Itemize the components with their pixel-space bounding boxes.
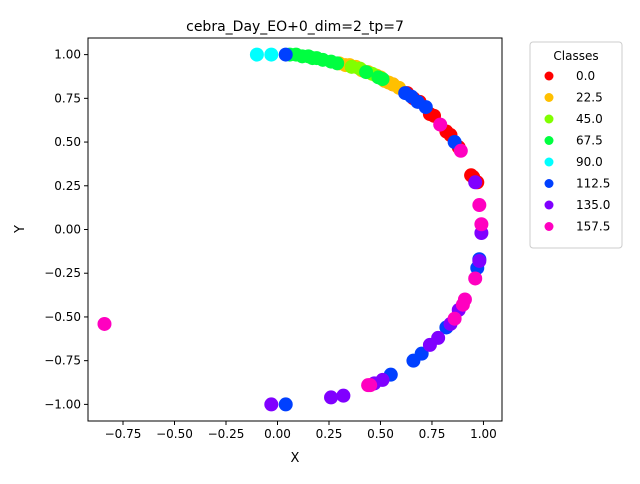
legend-title: Classes [553,49,598,63]
legend-item: 0.0 [544,69,595,83]
x-tick-label: 0.25 [316,427,343,441]
legend-marker [544,71,554,81]
legend-label: 67.5 [576,134,603,148]
y-tick-label: 0.25 [54,179,81,193]
data-point [330,56,345,71]
data-point [264,397,279,412]
y-axis-label: Y [13,225,28,234]
x-tick-label: −0.75 [105,427,142,441]
x-tick-label: 1.00 [470,427,497,441]
data-point [249,47,264,62]
data-point [455,297,470,312]
data-point [447,311,462,326]
x-tick-label: 0.75 [419,427,446,441]
legend-label: 90.0 [576,155,603,169]
data-point [361,378,376,393]
data-point [472,198,487,213]
data-point [406,353,421,368]
data-point [418,100,433,115]
legend-marker [544,114,554,124]
data-point [278,397,293,412]
x-tick-label: 0.00 [264,427,291,441]
legend-item: 157.5 [544,220,610,234]
y-tick-label: −1.00 [44,397,81,411]
legend-marker [544,157,554,167]
legend-frame [529,41,623,249]
y-tick-label: 0.75 [54,91,81,105]
legend-item: 22.5 [544,91,603,105]
y-tick-label: −0.50 [44,310,81,324]
y-tick-label: −0.25 [44,266,81,280]
data-point [422,337,437,352]
y-tick-label: 0.50 [54,135,81,149]
legend-marker [544,136,554,145]
y-tick-label: −0.75 [44,354,81,368]
legend-marker [544,222,554,231]
y-axis: −1.00 −0.75 −0.50 −0.25 0.00 0.25 0.50 0.75 1.00 [44,48,88,411]
legend-label: 45.0 [576,112,603,126]
data-point [324,390,339,405]
data-point [468,271,483,286]
data-point [474,217,489,232]
legend-item: 67.5 [544,134,603,148]
data-point [264,47,279,62]
legend-label: 22.5 [576,91,603,105]
legend-item: 90.0 [544,155,603,169]
data-point [97,316,112,331]
points-layer [97,47,489,412]
data-point [359,65,374,80]
legend-label: 157.5 [576,220,610,234]
data-point [453,143,468,158]
data-point [472,253,487,268]
legend: Classes 0.0 22.5 45.0 67.5 90.0 112.5 135.0 157… [529,41,623,249]
chart-title: cebra_Day_EO+0_dim=2_tp=7 [186,19,404,35]
data-point [375,72,390,87]
x-tick-label: −0.25 [208,427,245,441]
x-axis-label: X [291,451,300,466]
legend-item: 112.5 [544,177,610,191]
legend-item: 45.0 [544,112,603,126]
x-axis: −0.75 −0.50 −0.25 0.00 0.25 0.50 0.75 1.00 [105,421,497,441]
data-point [433,117,448,132]
data-point [336,388,351,403]
y-tick-label: 1.00 [54,48,81,62]
x-tick-label: 0.50 [367,427,394,441]
legend-label: 0.0 [576,69,595,83]
data-point [278,47,293,62]
legend-items: 0.0 22.5 45.0 67.5 90.0 112.5 135.0 157.5 [544,69,610,234]
legend-marker [544,93,554,102]
y-tick-label: 0.00 [54,223,81,237]
x-tick-label: −0.50 [156,427,193,441]
legend-marker [544,179,554,188]
legend-label: 112.5 [576,177,610,191]
legend-item: 135.0 [544,198,610,212]
data-point [468,175,483,190]
legend-label: 135.0 [576,198,610,212]
legend-marker [544,200,554,210]
